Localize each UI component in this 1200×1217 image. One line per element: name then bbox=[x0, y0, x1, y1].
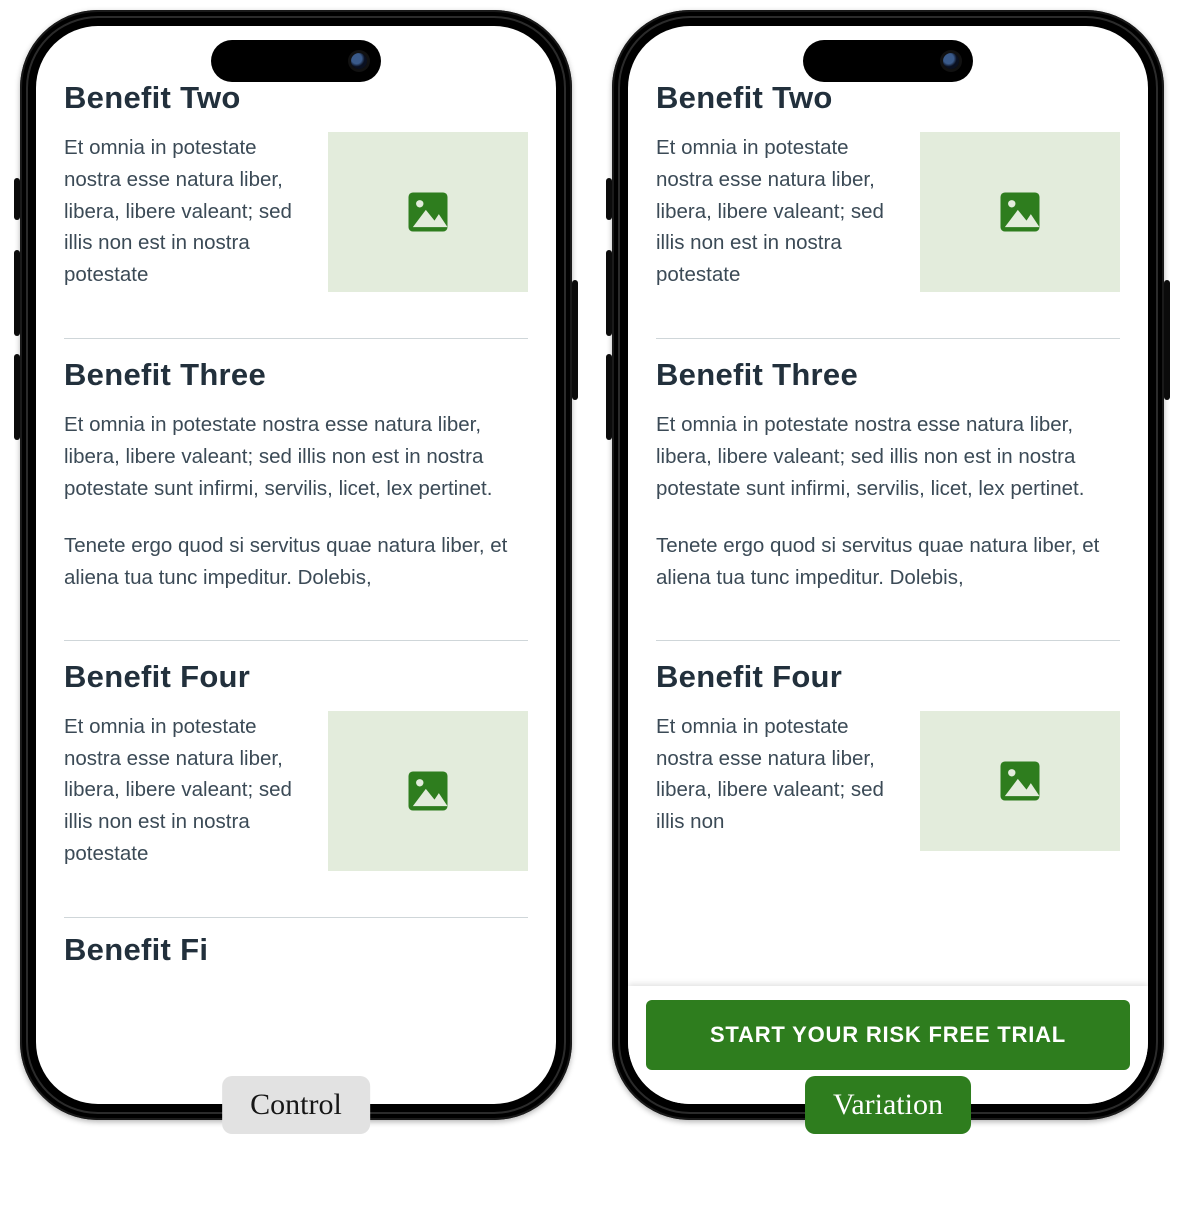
benefit-four-image-placeholder bbox=[920, 711, 1120, 851]
divider bbox=[64, 338, 528, 339]
phone-volume-up bbox=[14, 250, 20, 336]
phone-control: Benefit Two Et omnia in potestate nostra… bbox=[20, 10, 572, 1120]
benefit-four-title: Benefit Four bbox=[64, 659, 528, 695]
benefit-four-title: Benefit Four bbox=[656, 659, 1120, 695]
phone-power-button bbox=[572, 280, 578, 400]
benefit-two-body: Et omnia in potestate nostra esse natura… bbox=[656, 132, 902, 291]
benefit-two-image-placeholder bbox=[328, 132, 528, 292]
page-content: Benefit Two Et omnia in potestate nostra… bbox=[36, 26, 556, 1104]
benefit-two-row: Et omnia in potestate nostra esse natura… bbox=[656, 132, 1120, 292]
benefit-three-title: Benefit Three bbox=[64, 357, 528, 393]
phone-mute-switch bbox=[14, 178, 20, 220]
divider bbox=[656, 640, 1120, 641]
benefit-four-image-placeholder bbox=[328, 711, 528, 871]
dynamic-island bbox=[803, 40, 973, 82]
phone-volume-up bbox=[606, 250, 612, 336]
phone-mute-switch bbox=[606, 178, 612, 220]
benefit-four-body: Et omnia in potestate nostra esse natura… bbox=[64, 711, 310, 870]
benefit-four-body-truncated: Et omnia in potestate nostra esse natura… bbox=[656, 711, 902, 838]
image-icon bbox=[994, 755, 1046, 807]
image-icon bbox=[994, 186, 1046, 238]
divider bbox=[64, 917, 528, 918]
page-content: Benefit Two Et omnia in potestate nostra… bbox=[628, 26, 1148, 1104]
phone-power-button bbox=[1164, 280, 1170, 400]
benefit-two-row: Et omnia in potestate nostra esse natura… bbox=[64, 132, 528, 292]
phone-volume-down bbox=[606, 354, 612, 440]
benefit-two-body: Et omnia in potestate nostra esse natura… bbox=[64, 132, 310, 291]
divider bbox=[64, 640, 528, 641]
benefit-three-body: Et omnia in potestate nostra esse natura… bbox=[656, 409, 1120, 504]
dynamic-island bbox=[211, 40, 381, 82]
phone-screen: Benefit Two Et omnia in potestate nostra… bbox=[628, 26, 1148, 1104]
benefit-four-row: Et omnia in potestate nostra esse natura… bbox=[656, 711, 1120, 851]
benefit-five-title: Benefit Fi bbox=[64, 932, 528, 968]
image-icon bbox=[402, 765, 454, 817]
phone-variation: Benefit Two Et omnia in potestate nostra… bbox=[612, 10, 1164, 1120]
front-camera-icon bbox=[351, 53, 367, 69]
start-trial-button[interactable]: START YOUR RISK FREE TRIAL bbox=[646, 1000, 1130, 1070]
divider bbox=[656, 338, 1120, 339]
benefit-three-body2: Tenete ergo quod si servitus quae natura… bbox=[64, 530, 528, 594]
benefit-two-image-placeholder bbox=[920, 132, 1120, 292]
benefit-three-body2: Tenete ergo quod si servitus quae natura… bbox=[656, 530, 1120, 594]
caption-variation: Variation bbox=[805, 1076, 971, 1134]
phone-screen: Benefit Two Et omnia in potestate nostra… bbox=[36, 26, 556, 1104]
caption-control: Control bbox=[222, 1076, 370, 1134]
benefit-three-title: Benefit Three bbox=[656, 357, 1120, 393]
benefit-two-title: Benefit Two bbox=[64, 80, 528, 116]
benefit-three-body: Et omnia in potestate nostra esse natura… bbox=[64, 409, 528, 504]
benefit-five-cutoff: Benefit Fi bbox=[64, 926, 528, 974]
phone-volume-down bbox=[14, 354, 20, 440]
benefit-four-row: Et omnia in potestate nostra esse natura… bbox=[64, 711, 528, 871]
image-icon bbox=[402, 186, 454, 238]
benefit-two-title: Benefit Two bbox=[656, 80, 1120, 116]
front-camera-icon bbox=[943, 53, 959, 69]
